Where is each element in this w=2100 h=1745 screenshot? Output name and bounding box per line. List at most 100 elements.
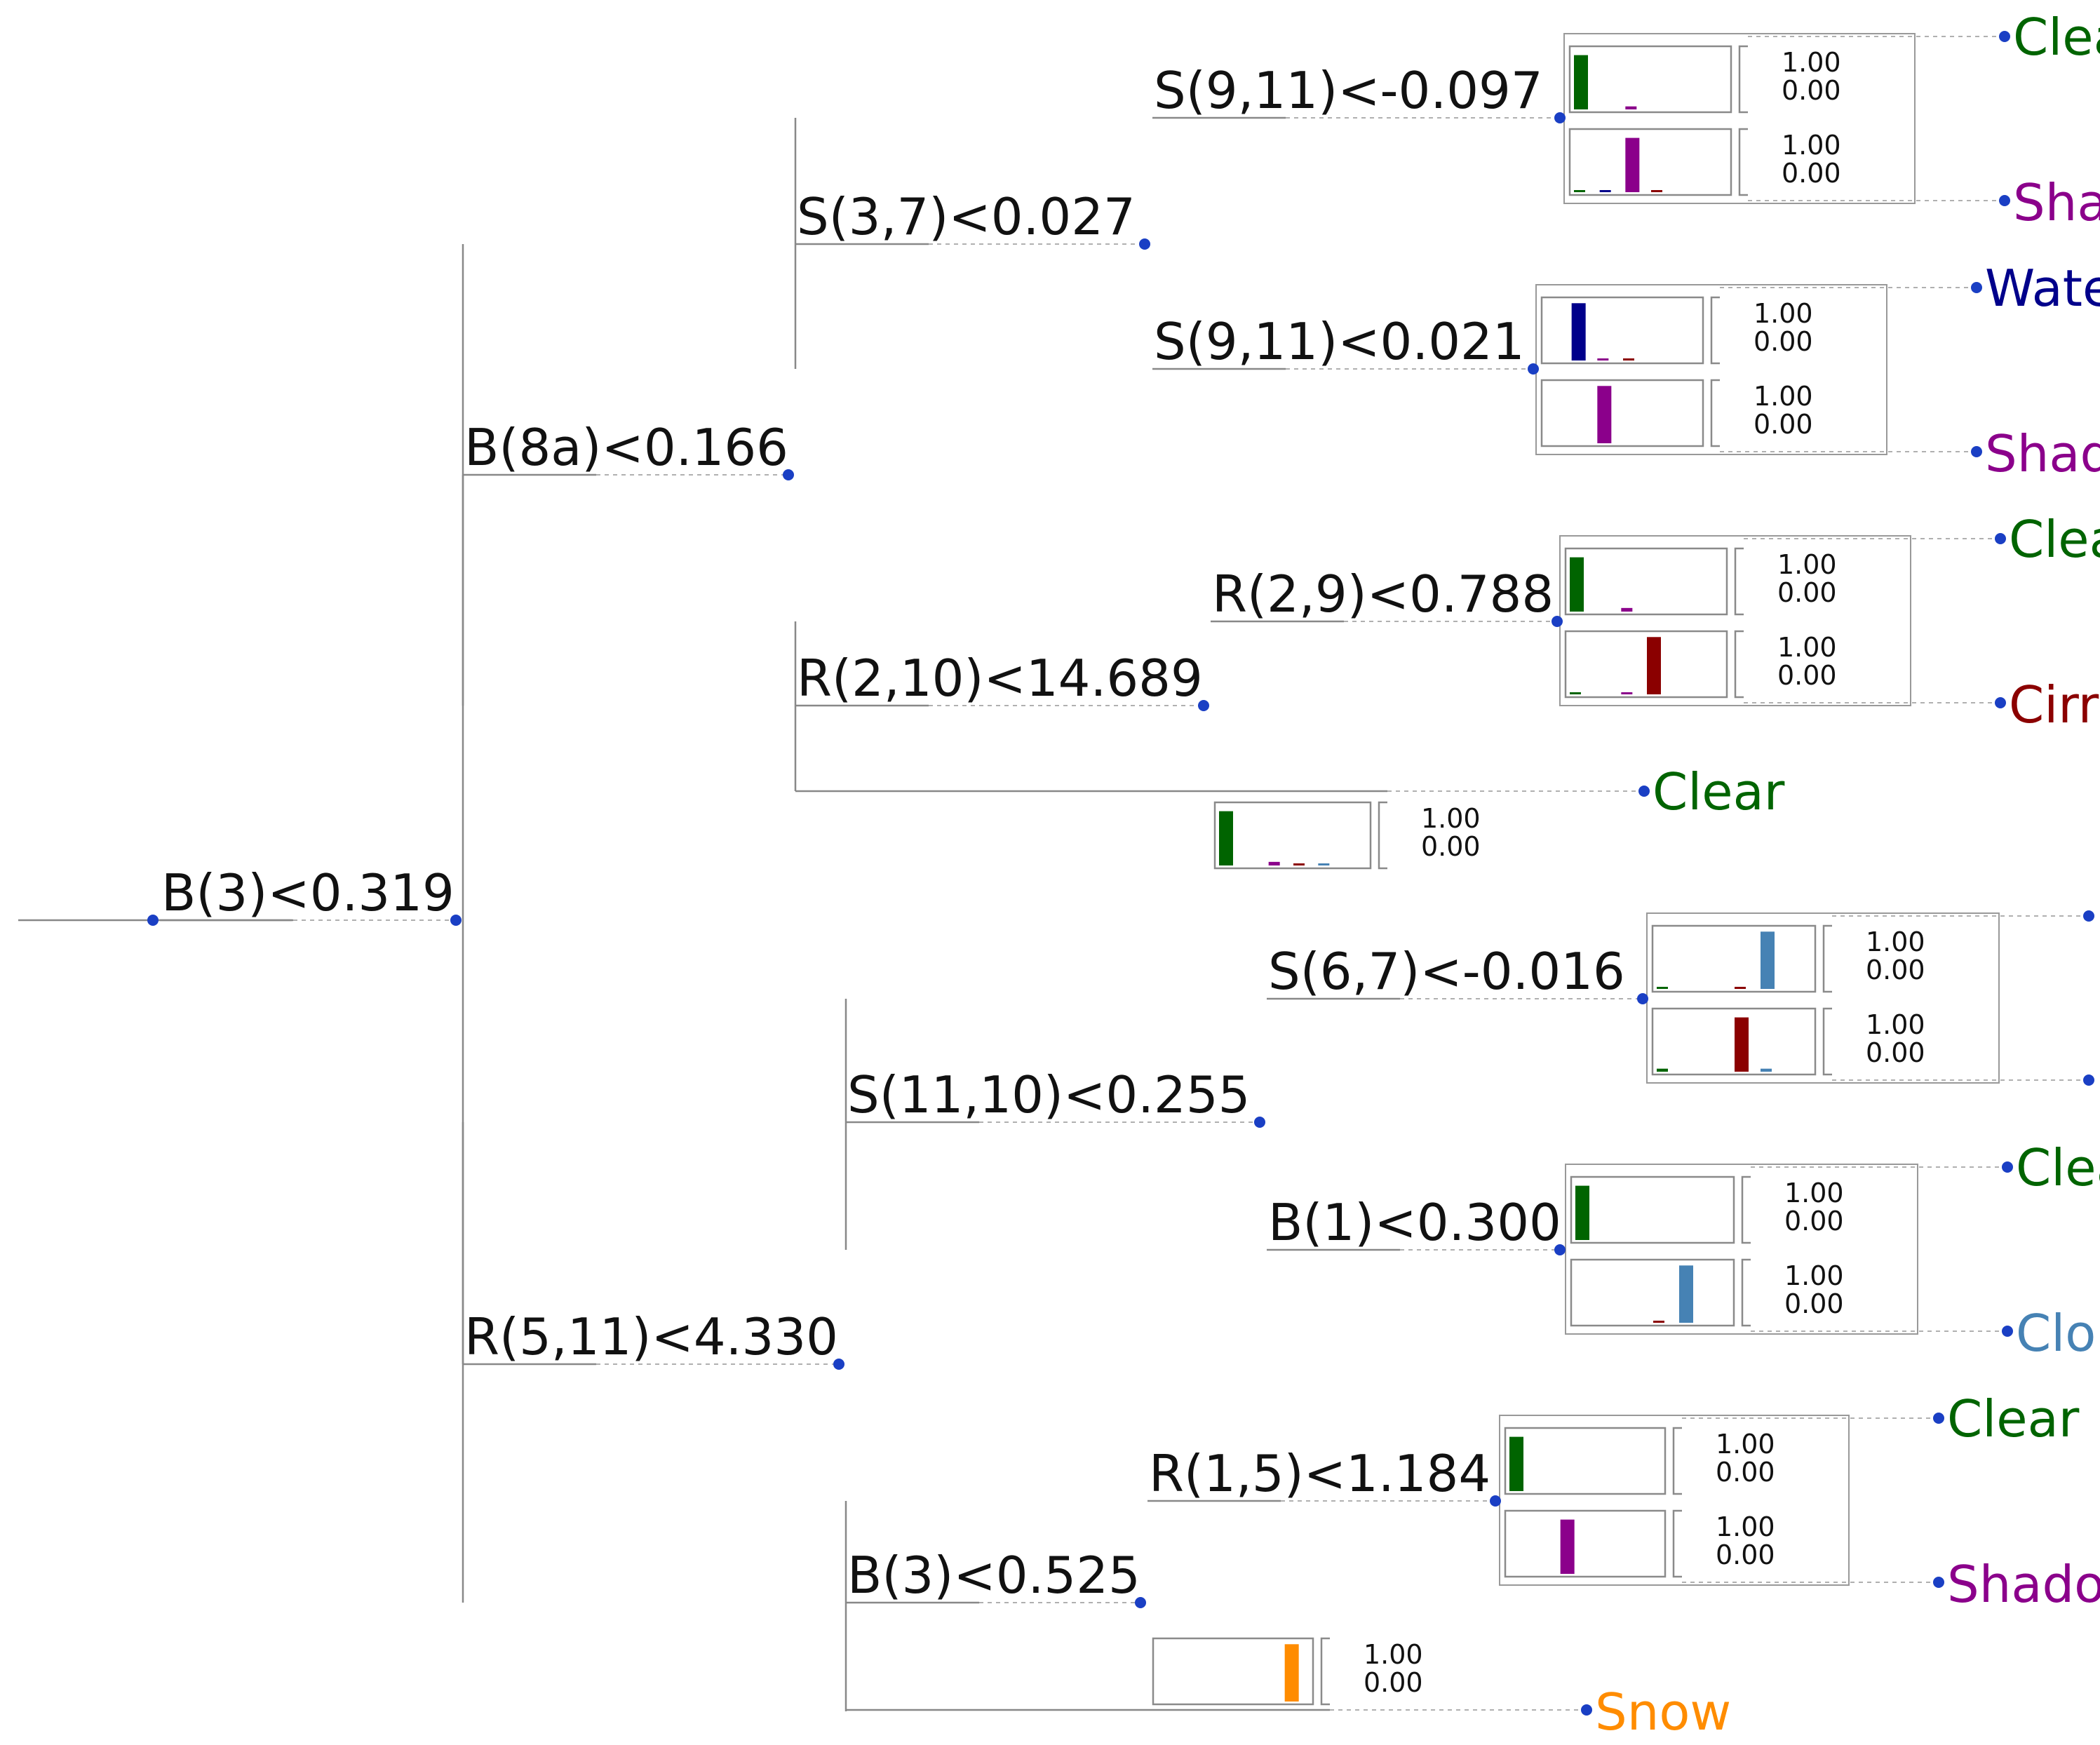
split-label-n_r210: R(2,10)<14.689 [797,649,1203,708]
leaf-dot [2083,910,2094,922]
scale-min-label: 0.00 [1364,1667,1423,1698]
node-dot-n_b3b [1135,1597,1146,1608]
leaf-histogram-box [1651,1007,1817,1076]
leaf-dot [2002,1326,2013,1337]
leaf-scale-bracket [1738,45,1748,114]
leaf-bar-clear [1574,190,1585,192]
leaf-class-label: Shadow [1985,424,2100,483]
leaf-histogram-box [1570,1175,1735,1244]
leaf-dot [1971,282,1982,293]
leaf-class-label: Shadow [2013,173,2100,232]
scale-min-label: 0.00 [1782,75,1841,106]
leaf-scale-bracket [1378,801,1387,870]
scale-max-label: 1.00 [1716,1511,1775,1542]
leaf-histogram-box [1540,296,1704,365]
scale-min-label: 0.00 [1777,577,1837,608]
leaf-bar-cloud [1318,863,1330,865]
leaf-scale-bracket [1710,379,1720,447]
split-label-n_r511: R(5,11)<4.330 [464,1307,838,1366]
leaf-bar-cirrus [1735,1017,1749,1072]
node-dot-n_s911b [1528,363,1539,375]
leaf-class-label: Cirrus [2009,675,2100,734]
leaf-bar-clear [1509,1436,1523,1491]
leaf-bar-cloud [1761,931,1775,989]
leaf-dot [1995,697,2006,708]
leaf-class-label: Shadow [1947,1555,2100,1614]
leaf-class-label: Snow [1595,1683,1731,1741]
leaf-bar-clear [1219,811,1233,865]
node-dot-n_r210 [1198,700,1209,711]
leaf-bar-shadow [1597,358,1609,361]
root-entry-dot [147,915,159,926]
node-dot-n_root [450,915,462,926]
leaf-bar-shadow [1597,386,1612,443]
leaf-bar-shadow [1560,1519,1575,1574]
node-dot-n_s1110 [1254,1117,1265,1128]
leaf-bar-clear [1570,557,1584,612]
leaf-dot [2083,1074,2094,1086]
leaf-bar-cirrus [1647,637,1661,694]
leaf-bar-water [1571,303,1586,361]
leaf-scale-bracket [1734,630,1744,699]
scale-max-label: 1.00 [1364,1639,1423,1670]
leaf-scale-bracket [1672,1427,1682,1495]
leaf-dot [1638,786,1650,797]
leaf-dot [1999,195,2010,206]
scale-max-label: 1.00 [1784,1178,1844,1208]
scale-max-label: 1.00 [1777,549,1837,580]
leaf-dot [2002,1161,2013,1173]
node-dot-n_b1 [1554,1244,1566,1255]
leaf-bar-cloud [1761,1068,1772,1072]
leaf-scale-bracket [1822,1007,1832,1076]
leaf-bar-clear [1570,692,1581,694]
leaf-scale-bracket [1741,1175,1751,1244]
scale-max-label: 1.00 [1782,130,1841,161]
leaf-bar-water [1599,190,1611,192]
leaf-bar-cirrus [1653,1321,1664,1323]
leaf-histogram-box [1540,379,1704,447]
node-dot-n_s67 [1637,993,1648,1004]
leaf-scale-bracket [1320,1637,1330,1706]
split-label-n_r15: R(1,5)<1.184 [1149,1444,1490,1503]
split-label-n_s911a: S(9,11)<-0.097 [1154,61,1543,120]
leaf-dot [1971,446,1982,457]
split-label-n_b8a: B(8a)<0.166 [464,418,788,477]
leaf-class-label: Clear [2013,8,2100,67]
leaf-dot [1995,533,2006,544]
leaf-dot [1999,31,2010,42]
leaf-bar-cirrus [1293,863,1305,865]
scale-min-label: 0.00 [1421,831,1481,862]
leaf-scale-bracket [1738,128,1748,196]
leaf-scale-bracket [1710,296,1720,365]
leaf-bar-shadow [1621,607,1633,612]
split-label-n_s37: S(3,7)<0.027 [797,187,1136,246]
scale-min-label: 0.00 [1866,1037,1925,1068]
leaf-pair-frame-n_b1 [1565,1164,1918,1335]
scale-min-label: 0.00 [1754,326,1813,357]
leaf-scale-bracket [1741,1258,1751,1327]
scale-max-label: 1.00 [1866,927,1925,957]
scale-min-label: 0.00 [1782,158,1841,189]
leaf-dot [1933,1577,1944,1588]
scale-max-label: 1.00 [1421,803,1481,834]
leaf-scale-bracket [1822,924,1832,993]
node-dot-n_s911a [1554,112,1566,123]
scale-max-label: 1.00 [1866,1009,1925,1040]
leaf-histogram-box [1568,45,1732,114]
split-label-n_b1: B(1)<0.300 [1268,1193,1561,1252]
node-dot-n_r29 [1552,616,1563,627]
split-label-n_r29: R(2,9)<0.788 [1212,565,1554,624]
leaf-histogram-box [1213,801,1372,870]
leaf-class-label: Clear [2016,1138,2100,1197]
leaf-bar-cirrus [1623,358,1634,361]
node-dot-n_r511 [833,1359,844,1370]
scale-max-label: 1.00 [1754,298,1813,329]
split-label-n_b3b: B(3)<0.525 [847,1546,1140,1605]
leaf-bar-shadow [1625,137,1640,192]
leaf-histogram-box [1651,924,1817,993]
leaf-class-label: Clear [2009,510,2100,569]
leaf-dot [1933,1413,1944,1424]
leaf-bar-clear [1574,55,1588,109]
leaf-bar-cloud [1679,1265,1693,1323]
